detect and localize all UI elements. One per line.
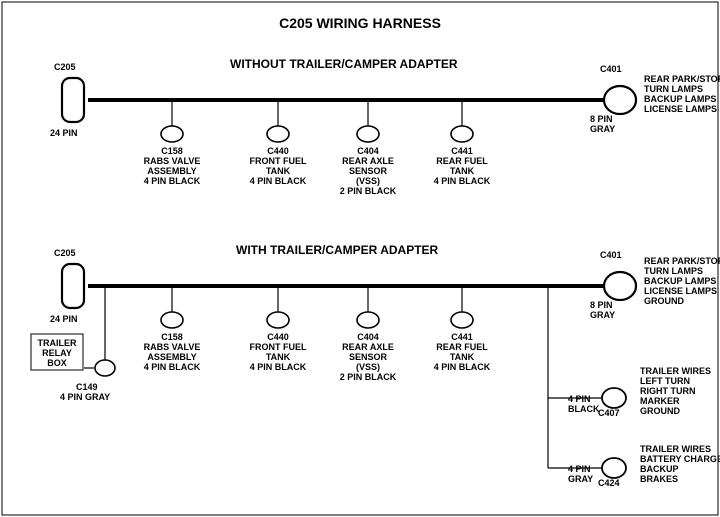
svg-text:2 PIN BLACK: 2 PIN BLACK [340,372,397,382]
svg-text:4 PIN BLACK: 4 PIN BLACK [250,362,307,372]
svg-text:4 PIN: 4 PIN [568,394,591,404]
svg-text:REAR FUEL: REAR FUEL [436,156,488,166]
connector-id: C404 [357,332,379,342]
right-branch-id: C424 [598,478,620,488]
svg-text:4 PIN BLACK: 4 PIN BLACK [144,362,201,372]
svg-text:4 PIN BLACK: 4 PIN BLACK [434,176,491,186]
connector-ellipse [357,312,379,328]
connector-id: C440 [267,332,289,342]
svg-text:8 PIN: 8 PIN [590,300,613,310]
connector-ellipse [267,312,289,328]
svg-text:(VSS): (VSS) [356,362,380,372]
svg-text:RELAY: RELAY [42,348,72,358]
start-connector [62,78,84,122]
svg-text:LEFT TURN: LEFT TURN [640,376,690,386]
connector-id: C440 [267,146,289,156]
svg-text:2 PIN BLACK: 2 PIN BLACK [340,186,397,196]
svg-text:REAR PARK/STOP: REAR PARK/STOP [644,74,720,84]
svg-text:REAR FUEL: REAR FUEL [436,342,488,352]
left-branch-connector [95,360,115,376]
connector-ellipse [357,126,379,142]
start-conn-pin: 24 PIN [50,314,78,324]
svg-text:FRONT FUEL: FRONT FUEL [250,156,307,166]
right-branch-connector [602,388,626,408]
svg-text:8 PIN: 8 PIN [590,114,613,124]
svg-text:LICENSE LAMPS: LICENSE LAMPS [644,286,717,296]
svg-text:GRAY: GRAY [568,474,593,484]
harness-subtitle: WITH TRAILER/CAMPER ADAPTER [236,243,439,257]
svg-text:REAR AXLE: REAR AXLE [342,342,394,352]
end-conn-id: C401 [600,64,622,74]
svg-text:BOX: BOX [47,358,67,368]
svg-text:GROUND: GROUND [644,296,684,306]
svg-text:4 PIN: 4 PIN [568,464,591,474]
svg-text:SENSOR: SENSOR [349,352,388,362]
svg-text:TURN LAMPS: TURN LAMPS [644,84,703,94]
right-branch-connector [602,458,626,478]
svg-text:4 PIN BLACK: 4 PIN BLACK [144,176,201,186]
left-branch-pin: 4 PIN GRAY [60,392,110,402]
svg-text:TANK: TANK [450,352,475,362]
svg-text:RABS VALVE: RABS VALVE [144,342,201,352]
svg-text:TRAILER WIRES: TRAILER WIRES [640,444,711,454]
svg-text:TURN LAMPS: TURN LAMPS [644,266,703,276]
wiring-diagram: C205 WIRING HARNESS WITHOUT TRAILER/CAMPE… [0,0,720,517]
start-conn-pin: 24 PIN [50,128,78,138]
svg-text:GRAY: GRAY [590,124,615,134]
svg-text:TANK: TANK [450,166,475,176]
left-branch-id: C149 [76,382,98,392]
connector-id: C158 [161,332,183,342]
svg-text:BACKUP LAMPS: BACKUP LAMPS [644,94,716,104]
connector-id: C441 [451,146,473,156]
svg-text:BACKUP: BACKUP [640,464,679,474]
svg-text:SENSOR: SENSOR [349,166,388,176]
svg-text:FRONT FUEL: FRONT FUEL [250,342,307,352]
svg-text:BACKUP LAMPS: BACKUP LAMPS [644,276,716,286]
connector-id: C158 [161,146,183,156]
svg-text:GRAY: GRAY [590,310,615,320]
connector-id: C441 [451,332,473,342]
right-branch-id: C407 [598,408,620,418]
svg-text:4 PIN BLACK: 4 PIN BLACK [250,176,307,186]
svg-text:REAR AXLE: REAR AXLE [342,156,394,166]
svg-text:ASSEMBLY: ASSEMBLY [147,352,196,362]
connector-ellipse [451,312,473,328]
end-connector [604,86,636,114]
harness-subtitle: WITHOUT TRAILER/CAMPER ADAPTER [230,57,458,71]
start-connector [62,264,84,308]
connector-ellipse [161,312,183,328]
connector-id: C404 [357,146,379,156]
end-conn-id: C401 [600,250,622,260]
svg-text:4 PIN BLACK: 4 PIN BLACK [434,362,491,372]
svg-text:LICENSE LAMPS: LICENSE LAMPS [644,104,717,114]
svg-text:RIGHT TURN: RIGHT TURN [640,386,696,396]
svg-text:TRAILER WIRES: TRAILER WIRES [640,366,711,376]
connector-ellipse [161,126,183,142]
svg-text:TANK: TANK [266,166,291,176]
connector-ellipse [451,126,473,142]
svg-text:(VSS): (VSS) [356,176,380,186]
svg-text:RABS VALVE: RABS VALVE [144,156,201,166]
start-conn-id: C205 [54,248,76,258]
svg-text:MARKER: MARKER [640,396,680,406]
svg-text:BATTERY CHARGE: BATTERY CHARGE [640,454,720,464]
svg-text:BLACK: BLACK [568,404,600,414]
diagram-title: C205 WIRING HARNESS [279,15,441,31]
svg-text:REAR PARK/STOP: REAR PARK/STOP [644,256,720,266]
connector-ellipse [267,126,289,142]
svg-text:TANK: TANK [266,352,291,362]
start-conn-id: C205 [54,62,76,72]
svg-text:ASSEMBLY: ASSEMBLY [147,166,196,176]
svg-text:BRAKES: BRAKES [640,474,678,484]
svg-text:GROUND: GROUND [640,406,680,416]
svg-text:TRAILER: TRAILER [38,338,77,348]
end-connector [604,272,636,300]
